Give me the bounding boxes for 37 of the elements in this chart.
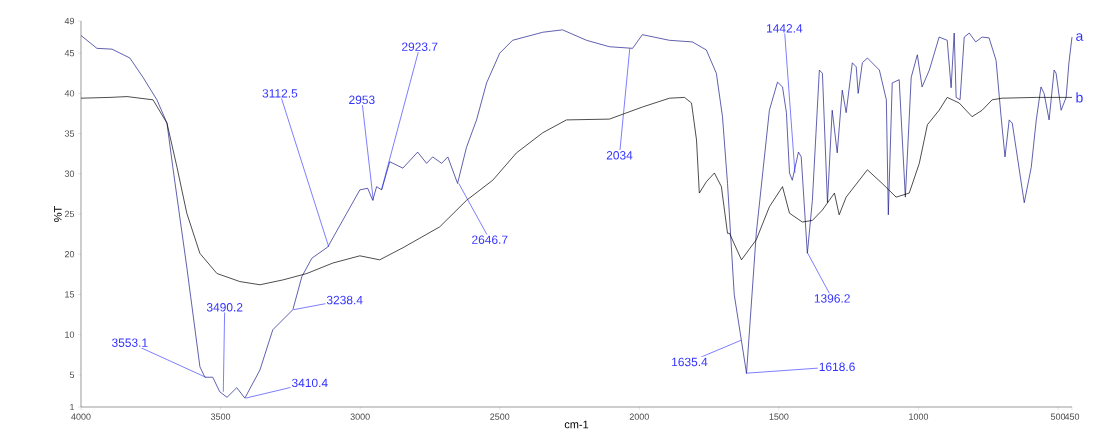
x-tick-label: 1000: [909, 413, 929, 420]
x-tick-label: 2000: [629, 413, 649, 420]
y-tick-label: 45: [64, 50, 75, 57]
annotation: 3490.2: [206, 303, 243, 312]
annotation: 1618.6: [819, 362, 855, 372]
x-tick-label: 450: [1064, 413, 1080, 420]
annotation: 3238.4: [326, 295, 363, 305]
y-tick-label: 25: [64, 210, 75, 218]
y-tick-label: 1: [70, 403, 75, 411]
x-tick-label: 3500: [210, 413, 231, 420]
annotation: 2953: [349, 95, 375, 105]
x-tick-label: 3000: [350, 413, 370, 420]
x-axis-title: cm-1: [564, 420, 589, 429]
y-tick-label: 10: [65, 331, 75, 338]
annotation: 2923.7: [402, 42, 438, 51]
annotation: 1396.2: [814, 294, 850, 303]
x-tick-label: 500: [1050, 413, 1066, 420]
y-tick-label: 30: [64, 170, 75, 177]
x-tick-label: 2500: [490, 413, 510, 420]
annotation: 1635.4: [672, 357, 708, 367]
annotation: 2034: [606, 151, 633, 160]
series-label: a: [1076, 33, 1084, 41]
x-tick-label: 4000: [71, 413, 91, 420]
y-tick-label: 35: [64, 130, 75, 137]
annotation: 3410.4: [291, 378, 328, 388]
annotation: 1442.4: [766, 24, 803, 33]
annotation: 3112.5: [262, 89, 298, 98]
y-tick-label: 20: [64, 251, 75, 258]
annotation: 2646.7: [472, 235, 508, 244]
x-tick-label: 1500: [769, 413, 789, 420]
series-label: b: [1076, 92, 1083, 103]
y-tick-label: 49: [64, 17, 75, 25]
y-tick-label: 15: [65, 291, 75, 298]
y-tick-label: 40: [64, 90, 75, 97]
annotation: 3553.1: [111, 338, 148, 347]
y-axis-title: %T: [54, 206, 62, 222]
y-tick-label: 5: [69, 371, 75, 378]
